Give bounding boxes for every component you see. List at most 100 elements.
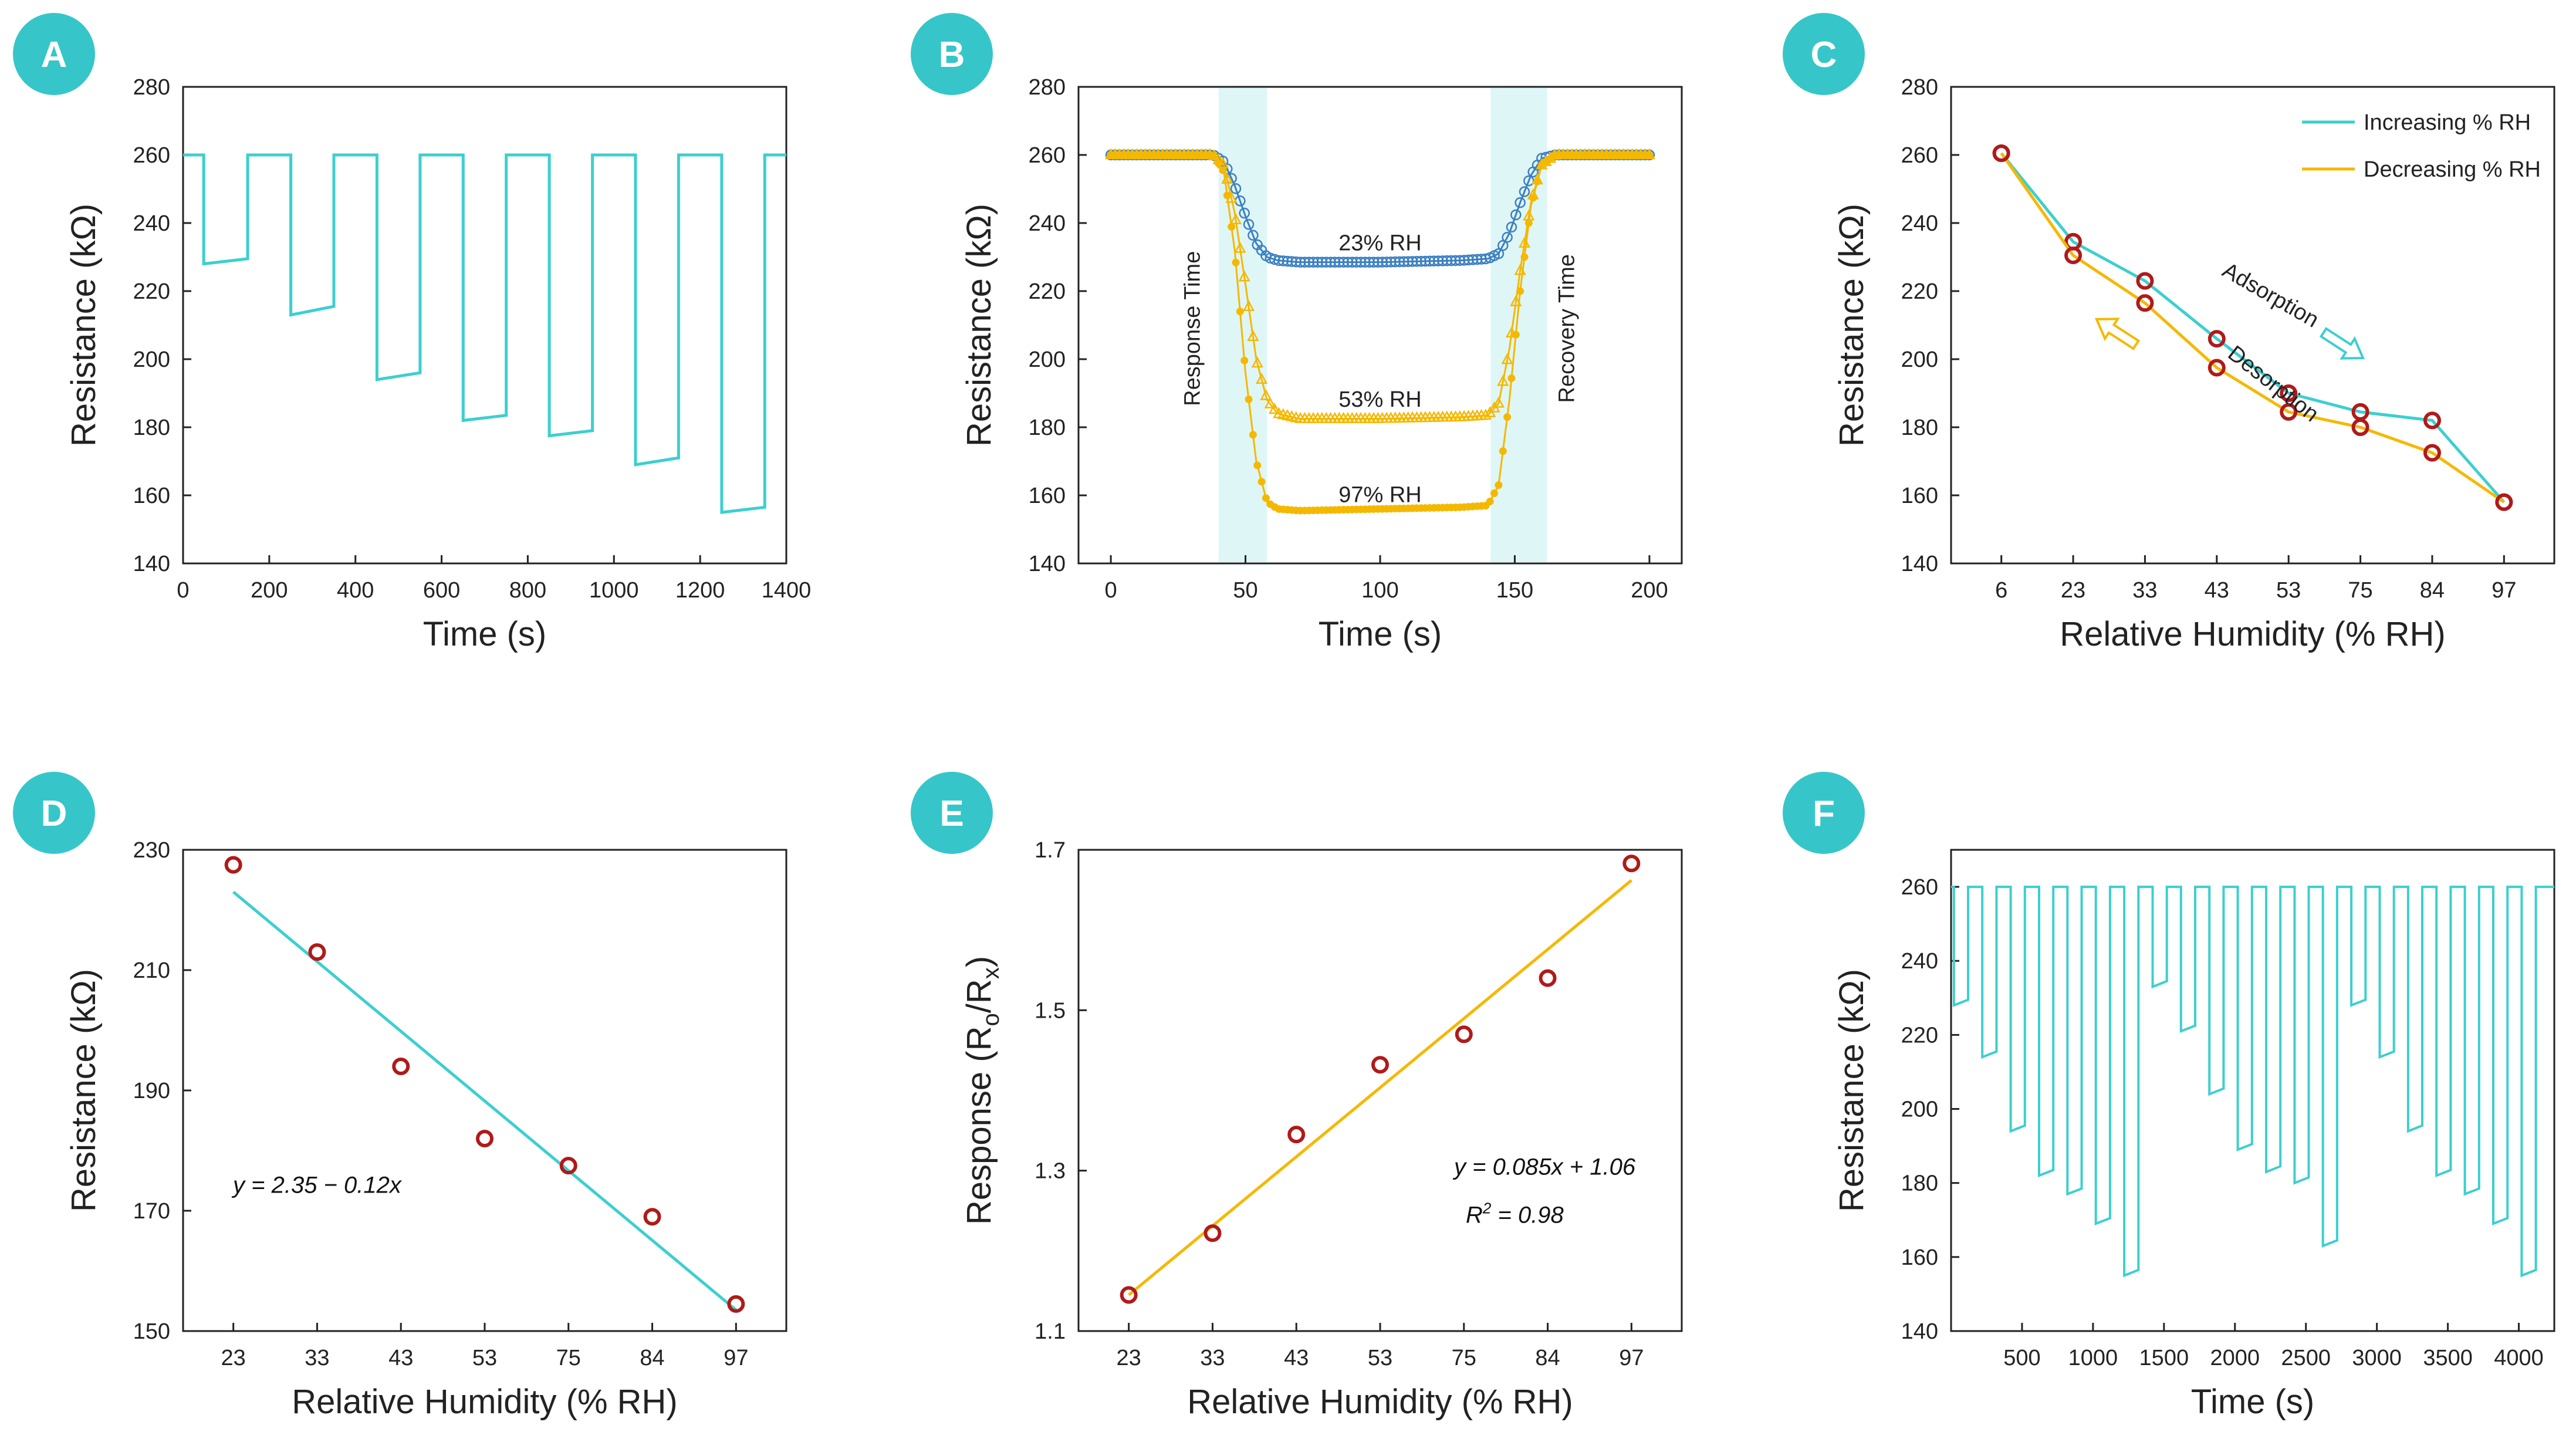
data-marker <box>1255 373 1268 384</box>
data-marker <box>1506 221 1517 233</box>
data-marker <box>1316 256 1328 268</box>
x-tick-label: 3500 <box>2423 1346 2473 1370</box>
x-tick-label: 1000 <box>2068 1346 2118 1370</box>
x-axis-title: Relative Humidity (% RH) <box>292 1383 677 1421</box>
data-marker <box>1294 256 1306 268</box>
x-tick-label: 33 <box>305 1346 329 1370</box>
data-marker <box>1232 258 1240 266</box>
y-tick-label: 150 <box>133 1319 170 1344</box>
x-tick-label: 97 <box>1619 1346 1644 1370</box>
panel-badge <box>911 772 993 854</box>
data-point <box>2136 294 2154 312</box>
panel-A: A 0 200 400 600 800 1000 1200 1400 140 160 180 200 22… <box>13 13 811 653</box>
data-point <box>308 943 326 961</box>
panel-badge <box>13 13 95 95</box>
data-marker <box>1411 256 1422 267</box>
x-tick-label: 2500 <box>2281 1346 2331 1370</box>
plot-frame <box>1077 849 1683 1332</box>
data-marker <box>1355 256 1367 268</box>
data-point <box>2351 418 2369 436</box>
data-marker <box>1223 191 1231 200</box>
plot-frame <box>1950 86 2555 565</box>
data-point <box>2495 493 2513 511</box>
panel-badge <box>1783 13 1865 95</box>
panel-E: E 23 33 43 53 75 84 97 1.1 1.3 1.5 1.7 Relative Humi… <box>911 772 1683 1421</box>
data-marker <box>1516 287 1524 295</box>
data-marker <box>1510 209 1522 221</box>
annotation-desorption: Desorption <box>2223 341 2324 427</box>
y-axis-title: Response (Ro/Rx) <box>960 956 1004 1225</box>
data-marker <box>1512 330 1520 339</box>
x-tick-label: 600 <box>423 578 460 603</box>
data-marker <box>1240 356 1249 364</box>
data-marker <box>1242 300 1255 311</box>
x-tick-label: 75 <box>556 1346 581 1370</box>
x-tick-label: 33 <box>1200 1346 1225 1370</box>
r-squared-exponent: 2 <box>1482 1200 1492 1217</box>
data-marker <box>1407 256 1418 267</box>
data-marker <box>1467 254 1479 265</box>
data-marker <box>1458 255 1470 266</box>
x-tick-label: 200 <box>251 578 288 603</box>
series-line-resistance <box>183 153 786 514</box>
data-marker <box>1415 255 1427 267</box>
data-marker <box>1236 308 1244 316</box>
y-tick-label: 260 <box>1901 143 1938 168</box>
data-marker <box>1257 478 1266 486</box>
y-tick-label: 1.3 <box>1035 1159 1066 1184</box>
x-tick-label: 2000 <box>2210 1346 2260 1370</box>
x-tick-label: 97 <box>724 1346 748 1370</box>
data-marker <box>1303 256 1315 268</box>
data-marker <box>1360 256 1371 268</box>
r-squared-symbol: R <box>1466 1203 1483 1228</box>
data-marker <box>1239 207 1250 219</box>
series-line-0 <box>2000 152 2506 504</box>
x-tick-label: 100 <box>1361 578 1398 603</box>
data-point <box>2280 384 2298 402</box>
x-axis-title: Relative Humidity (% RH) <box>2060 615 2445 653</box>
data-marker <box>1394 256 1405 268</box>
data-marker <box>1499 447 1507 455</box>
data-marker <box>1437 255 1448 266</box>
data-marker <box>1432 255 1444 266</box>
x-tick-label: 1400 <box>762 578 812 603</box>
data-marker <box>1229 213 1242 225</box>
y-title-end: ) <box>960 956 998 967</box>
panel-label: F <box>1813 793 1835 834</box>
data-marker <box>1299 256 1310 268</box>
x-tick-label: 400 <box>337 578 374 603</box>
data-marker <box>1372 256 1384 268</box>
x-tick-label: 43 <box>388 1346 413 1370</box>
y-tick-label: 220 <box>1901 279 1938 304</box>
data-marker <box>1253 461 1262 470</box>
data-marker <box>1515 197 1526 208</box>
panel-label: E <box>939 793 964 834</box>
panel-C: C 6 23 33 43 53 75 84 97 140 160 180 200 220 240 260 280… <box>1783 13 2555 653</box>
y-tick-label: 280 <box>1029 75 1066 100</box>
data-point <box>727 1295 745 1313</box>
data-marker <box>1243 219 1255 230</box>
data-point <box>559 1157 577 1175</box>
data-marker <box>1377 256 1388 268</box>
data-marker <box>1497 240 1509 251</box>
x-tick-label: 800 <box>509 578 546 603</box>
x-tick-label: 23 <box>221 1346 246 1370</box>
y-tick-label: 200 <box>1901 1097 1938 1122</box>
data-marker <box>1381 256 1392 268</box>
data-marker <box>1245 395 1253 403</box>
data-marker <box>1502 232 1513 243</box>
data-marker <box>1307 256 1319 268</box>
y-tick-label: 220 <box>133 279 170 304</box>
data-point <box>2136 272 2154 290</box>
data-point <box>1455 1025 1473 1043</box>
y-tick-label: 180 <box>1901 1171 1938 1196</box>
y-tick-label: 280 <box>133 75 170 100</box>
data-marker <box>1520 253 1529 261</box>
y-title-sub-x: x <box>978 967 1004 979</box>
data-marker <box>1269 403 1281 414</box>
data-point <box>1287 1126 1306 1144</box>
x-tick-label: 50 <box>1233 578 1257 603</box>
annotation-label: Recovery Time <box>1554 254 1579 403</box>
data-marker <box>1338 256 1349 268</box>
x-tick-label: 53 <box>472 1346 497 1370</box>
